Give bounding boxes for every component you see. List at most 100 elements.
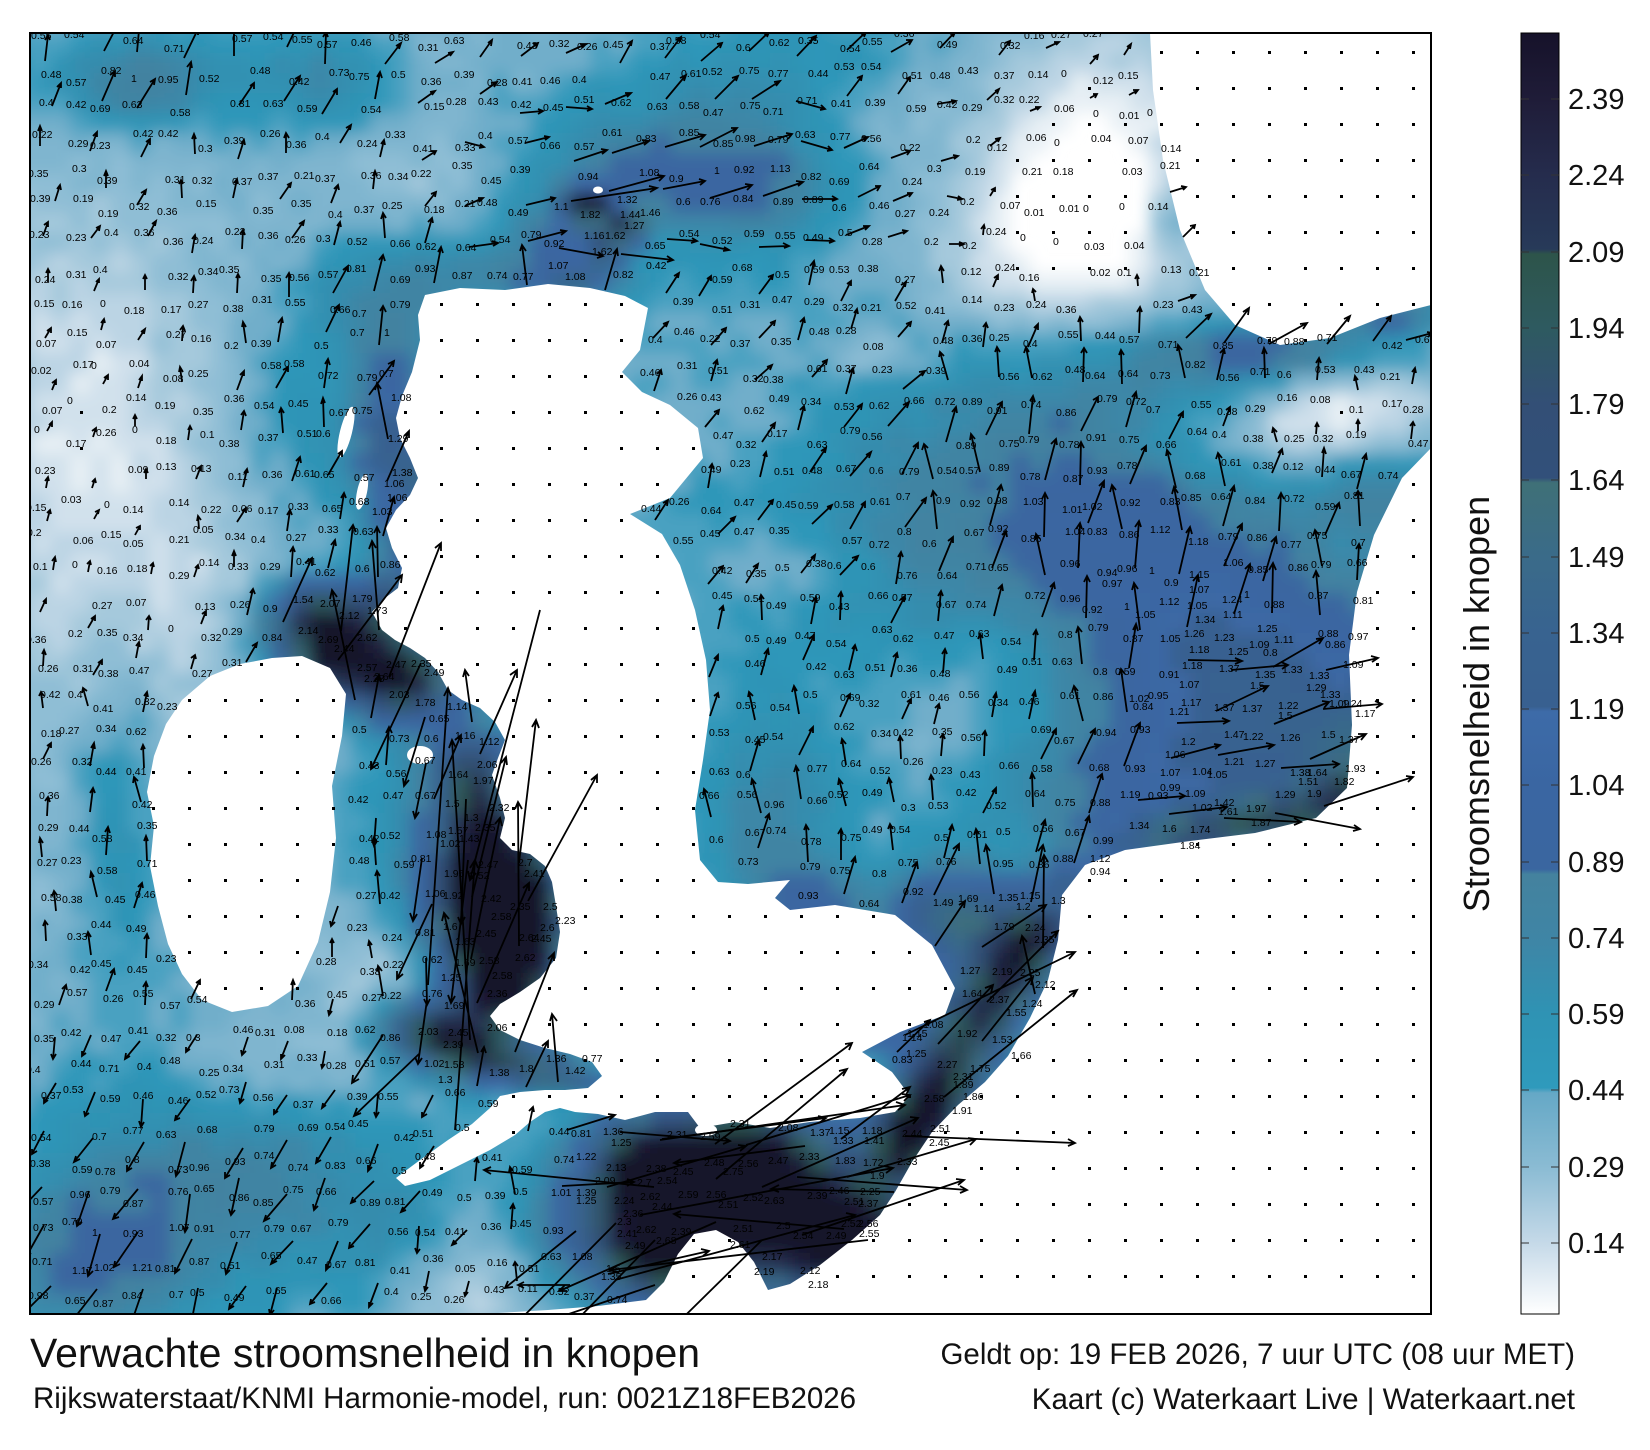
- svg-text:0: 0: [67, 395, 73, 407]
- svg-text:0.23: 0.23: [347, 922, 368, 934]
- svg-text:1.02: 1.02: [424, 1058, 445, 1070]
- svg-text:0: 0: [1147, 107, 1153, 119]
- svg-text:0.67: 0.67: [964, 527, 985, 539]
- svg-text:1.19: 1.19: [1120, 789, 1141, 801]
- svg-text:0.49: 0.49: [766, 600, 787, 612]
- svg-text:0: 0: [100, 298, 106, 310]
- svg-text:0.53: 0.53: [829, 264, 850, 276]
- svg-text:0.38: 0.38: [30, 1158, 51, 1170]
- svg-text:0.53: 0.53: [834, 401, 855, 413]
- svg-text:0.69: 0.69: [90, 103, 111, 115]
- svg-text:1.25: 1.25: [1228, 646, 1249, 658]
- svg-text:0.15: 0.15: [1118, 70, 1139, 82]
- svg-text:0.21: 0.21: [169, 534, 190, 546]
- svg-text:1.34: 1.34: [1568, 618, 1624, 650]
- svg-text:1.74: 1.74: [1190, 824, 1211, 836]
- svg-text:0.64: 0.64: [1211, 491, 1232, 503]
- svg-text:0.21: 0.21: [1189, 267, 1210, 279]
- svg-text:1.18: 1.18: [1188, 536, 1209, 548]
- svg-text:0: 0: [1083, 203, 1089, 215]
- svg-text:0.72: 0.72: [869, 539, 890, 551]
- svg-text:0.23: 0.23: [61, 855, 82, 867]
- svg-text:1.91: 1.91: [952, 1105, 973, 1117]
- svg-text:0.72: 0.72: [318, 370, 339, 382]
- svg-text:0.8: 0.8: [1263, 647, 1278, 659]
- svg-text:0.08: 0.08: [1310, 394, 1331, 406]
- svg-text:2.37: 2.37: [858, 1198, 879, 1210]
- svg-text:0.63: 0.63: [156, 1129, 177, 1141]
- svg-text:2.5: 2.5: [543, 901, 558, 913]
- svg-text:0.54: 0.54: [325, 1121, 346, 1133]
- svg-text:0.82: 0.82: [613, 269, 634, 281]
- svg-text:2.62: 2.62: [636, 1224, 657, 1236]
- svg-text:0.71: 0.71: [99, 1063, 120, 1075]
- svg-text:1.13: 1.13: [770, 163, 791, 175]
- svg-text:1.25: 1.25: [576, 1195, 597, 1207]
- svg-text:0.19: 0.19: [98, 208, 119, 220]
- svg-text:0.48: 0.48: [802, 465, 823, 477]
- svg-text:0.58: 0.58: [97, 865, 118, 877]
- svg-text:0.42: 0.42: [380, 890, 401, 902]
- svg-text:0: 0: [1020, 232, 1026, 244]
- svg-text:0.37: 0.37: [354, 204, 375, 216]
- svg-text:0.31: 0.31: [252, 294, 273, 306]
- svg-text:0.49: 0.49: [769, 393, 790, 405]
- svg-text:2.58: 2.58: [924, 1093, 945, 1105]
- svg-text:0.15: 0.15: [424, 101, 445, 113]
- svg-text:1.21: 1.21: [1169, 706, 1190, 718]
- svg-text:0.13: 0.13: [1161, 264, 1182, 276]
- svg-text:0.14: 0.14: [123, 504, 144, 516]
- svg-text:0.62: 0.62: [869, 400, 890, 412]
- svg-text:0.48: 0.48: [250, 65, 271, 77]
- svg-text:0.36: 0.36: [224, 393, 245, 405]
- svg-text:1.06: 1.06: [387, 492, 408, 504]
- svg-text:0.62: 0.62: [355, 1024, 376, 1036]
- svg-text:0.9: 0.9: [263, 603, 278, 615]
- svg-text:0.15: 0.15: [196, 198, 217, 210]
- svg-text:0.75: 0.75: [830, 865, 851, 877]
- svg-text:0.12: 0.12: [1093, 75, 1114, 87]
- svg-text:0.76: 0.76: [168, 1186, 189, 1198]
- svg-text:1.21: 1.21: [132, 1262, 153, 1274]
- svg-text:0.23: 0.23: [872, 364, 893, 376]
- svg-text:0.45: 0.45: [91, 958, 112, 970]
- svg-text:2.3: 2.3: [617, 1216, 632, 1228]
- svg-text:0.45: 0.45: [511, 1218, 532, 1230]
- svg-text:2.49: 2.49: [826, 1230, 847, 1242]
- svg-text:0.86: 0.86: [380, 1032, 401, 1044]
- svg-text:0: 0: [104, 499, 110, 511]
- svg-text:0.7: 0.7: [92, 1131, 107, 1143]
- svg-text:0.3: 0.3: [927, 163, 942, 175]
- svg-text:0.05: 0.05: [455, 1263, 476, 1275]
- svg-text:0.26: 0.26: [38, 663, 59, 675]
- svg-text:1.84: 1.84: [1180, 840, 1201, 852]
- svg-text:2.23: 2.23: [555, 915, 576, 927]
- svg-text:0.06: 0.06: [1054, 103, 1075, 115]
- svg-text:0.25: 0.25: [1284, 433, 1305, 445]
- svg-text:0.35: 0.35: [97, 627, 118, 639]
- svg-text:1.49: 1.49: [1568, 542, 1624, 574]
- svg-text:0.34: 0.34: [388, 171, 409, 183]
- svg-text:0.31: 0.31: [255, 1027, 276, 1039]
- svg-text:0.23: 0.23: [35, 465, 56, 477]
- svg-text:0.86: 0.86: [1247, 532, 1268, 544]
- svg-text:2.45: 2.45: [476, 928, 497, 940]
- svg-text:0.79: 0.79: [800, 861, 821, 873]
- svg-text:0.35: 0.35: [28, 168, 49, 180]
- svg-text:0.8: 0.8: [872, 868, 887, 880]
- svg-text:0.42: 0.42: [61, 1027, 82, 1039]
- svg-text:0.63: 0.63: [647, 101, 668, 113]
- svg-text:0.42: 0.42: [1382, 340, 1403, 352]
- svg-text:0.5: 0.5: [392, 1165, 407, 1177]
- svg-text:0.68: 0.68: [197, 1124, 218, 1136]
- svg-text:0.15: 0.15: [34, 298, 55, 310]
- svg-text:0.63: 0.63: [263, 98, 284, 110]
- svg-text:0.45: 0.45: [712, 590, 733, 602]
- svg-text:0.39: 0.39: [251, 338, 272, 350]
- svg-text:0.63: 0.63: [444, 35, 465, 47]
- svg-text:0.4: 0.4: [137, 1061, 152, 1073]
- svg-text:0.55: 0.55: [1191, 399, 1212, 411]
- svg-text:0.32: 0.32: [201, 632, 222, 644]
- svg-text:0.28: 0.28: [326, 1060, 347, 1072]
- svg-text:0.72: 0.72: [1284, 493, 1305, 505]
